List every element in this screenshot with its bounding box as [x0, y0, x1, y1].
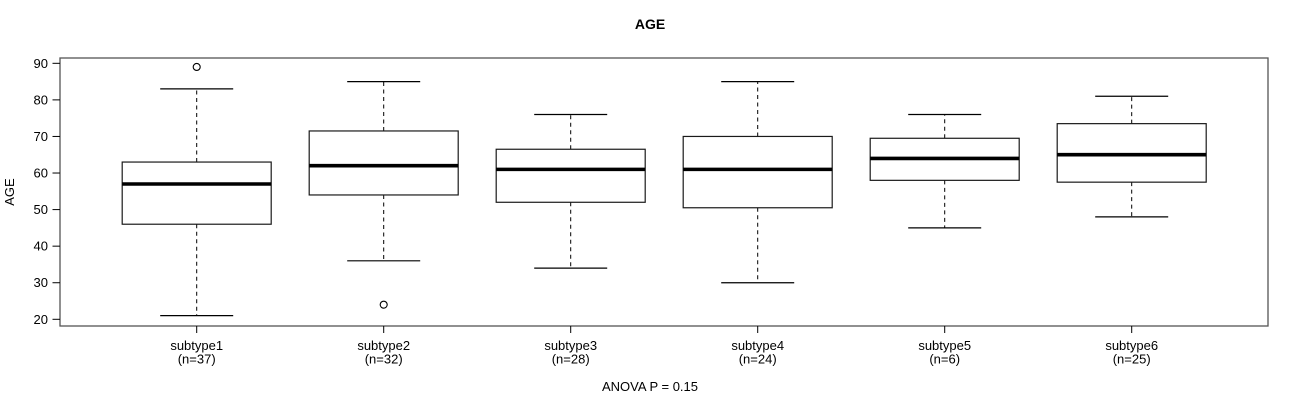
count-label: (n=25) — [1113, 352, 1151, 367]
y-tick-label: 70 — [34, 129, 48, 144]
plot-area: 2030405060708090subtype1(n=37)subtype2(n… — [34, 56, 1269, 367]
y-tick-label: 30 — [34, 275, 48, 290]
count-label: (n=24) — [739, 352, 777, 367]
boxplot-subtype3: subtype3(n=28) — [495, 113, 646, 367]
boxplot-subtype1: subtype1(n=37) — [121, 62, 272, 367]
y-tick-label: 20 — [34, 312, 48, 327]
category-label: subtype1 — [170, 338, 223, 353]
iqr-box — [495, 148, 646, 203]
y-tick-label: 60 — [34, 166, 48, 181]
anova-p-value: ANOVA P = 0.15 — [602, 379, 698, 394]
boxplot-subtype5: subtype5(n=6) — [869, 113, 1020, 367]
boxplot-subtype4: subtype4(n=24) — [682, 80, 833, 367]
iqr-box — [682, 135, 833, 209]
count-label: (n=28) — [552, 352, 590, 367]
y-axis-title: AGE — [2, 178, 17, 206]
iqr-box — [121, 161, 272, 225]
chart-title: AGE — [635, 16, 665, 32]
plot-border — [59, 57, 1269, 327]
category-label: subtype4 — [731, 338, 784, 353]
count-label: (n=6) — [929, 352, 960, 367]
category-label: subtype2 — [357, 338, 410, 353]
y-tick-label: 90 — [34, 56, 48, 71]
iqr-box — [1056, 123, 1207, 183]
outlier-point — [379, 300, 388, 309]
y-tick-label: 80 — [34, 92, 48, 107]
count-label: (n=37) — [178, 352, 216, 367]
boxplot-subtype6: subtype6(n=25) — [1056, 95, 1207, 367]
y-tick-label: 40 — [34, 239, 48, 254]
iqr-box — [308, 130, 459, 196]
category-label: subtype6 — [1105, 338, 1158, 353]
y-tick-label: 50 — [34, 202, 48, 217]
category-label: subtype5 — [918, 338, 971, 353]
category-label: subtype3 — [544, 338, 597, 353]
boxplot-subtype2: subtype2(n=32) — [308, 80, 459, 367]
count-label: (n=32) — [365, 352, 403, 367]
outlier-point — [192, 62, 201, 72]
